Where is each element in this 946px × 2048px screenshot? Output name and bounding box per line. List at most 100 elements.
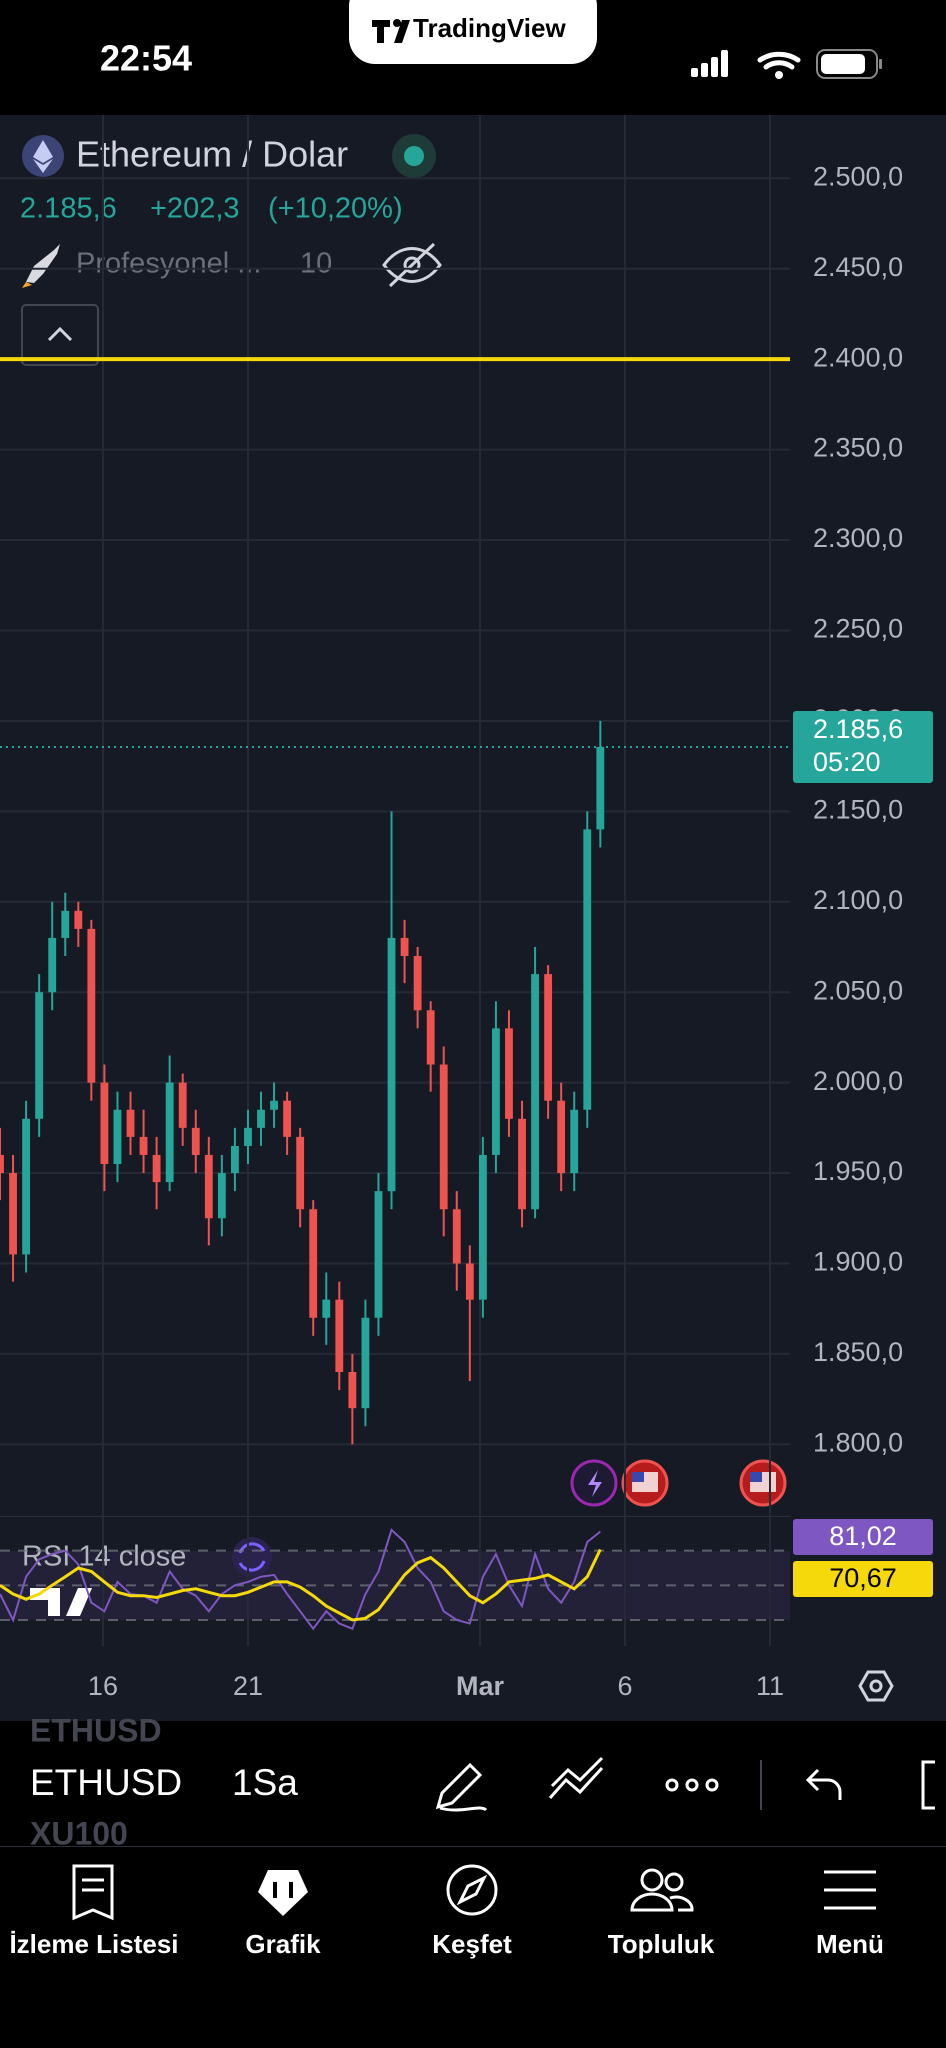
y-tick-label: 2.300,0 [813,523,903,553]
symbol-name[interactable]: Ethereum / Dolar [76,134,348,175]
rsi-value-label: 81,02 [829,1521,897,1551]
candle-body [492,1028,500,1155]
x-tick-label: 16 [88,1671,118,1701]
candle-body [583,829,592,1110]
rsi-title: RSI 14 close [22,1541,186,1573]
tab-icon [72,1864,114,1921]
candle-body [335,1299,344,1373]
y-tick-label: 2.250,0 [813,614,903,644]
more-button[interactable] [665,1778,719,1792]
hide-icon[interactable] [382,242,442,288]
x-tick-label: 11 [756,1671,784,1701]
y-tick-label: 2.450,0 [813,252,903,282]
candle-body [178,1082,187,1128]
rocket-flame [22,282,32,288]
candle-body [100,1082,109,1165]
market-status-dot [404,146,424,166]
lightning [588,1470,602,1497]
candle-body [113,1109,122,1165]
wifi-dot [775,71,783,79]
candle-body [596,746,605,830]
candle-body [126,1109,135,1137]
candle-body [426,1010,435,1065]
candle-body [439,1064,448,1210]
price-label-box [793,710,933,783]
candle-body [9,1173,17,1255]
tab-label[interactable]: Grafik [245,1929,321,1959]
pane-divider [0,1516,790,1517]
trend-tool[interactable] [548,1756,604,1799]
battery-icon [816,49,878,79]
x-tick-label: 6 [617,1671,632,1701]
settings-button[interactable] [858,1670,894,1702]
next-symbol[interactable]: XU100 [30,1815,128,1851]
rsi-line [0,1528,601,1631]
rsi-pane [0,1528,790,1631]
candle-body [74,910,83,929]
candle-body [152,1154,161,1183]
tab-icon-needle [456,1874,488,1906]
tab-label[interactable]: İzleme Listesi [9,1929,178,1959]
tab-icon [824,1870,876,1910]
candles [0,720,605,1445]
y-tick-label: 2.050,0 [813,975,903,1005]
candle-body [557,1100,566,1174]
symbol[interactable]: ETHUSD [30,1762,182,1803]
y-tick-label: 2.000,0 [813,1066,903,1096]
tab-icon-detail [273,1882,293,1898]
y-tick-label: 2.500,0 [813,161,903,191]
last-price: 2.185,6 [20,193,117,225]
candle-body [309,1209,318,1318]
collapse-button[interactable] [21,304,99,366]
candle-body [400,937,409,957]
candle-body [374,1191,383,1318]
battery-level [821,54,865,74]
chart-area [0,115,946,1721]
candle-body [296,1136,305,1210]
y-tick-label: 1.900,0 [813,1247,903,1277]
tab-icon [630,1868,694,1912]
brand-logo-dot [393,19,401,27]
interval[interactable]: 1Sa [232,1762,298,1803]
fullscreen-button[interactable] [921,1760,935,1810]
candle-body [217,1173,226,1219]
banner[interactable] [349,0,597,64]
wifi-icon [757,51,801,70]
tab-bar [0,1846,946,2048]
y-tick-label: 2.150,0 [813,794,903,824]
price-change-pct: (+10,20%) [268,193,403,225]
brand: TradingView [413,13,566,43]
candle-body [518,1118,526,1210]
candle-body [191,1127,200,1155]
undo-button[interactable] [805,1768,842,1800]
indicator-name[interactable]: Profesyonel ... [76,248,261,280]
candle-body [452,1209,461,1264]
clock: 22:54 [100,38,192,79]
candle-body [505,1028,513,1119]
candle-body [531,974,539,1210]
tab-label[interactable]: Menü [816,1929,884,1959]
rsi-value-box [793,1561,933,1597]
candle-body [139,1136,148,1155]
rsi-value-label: 70,67 [829,1563,897,1593]
candle-body [570,1109,579,1174]
prev-symbol[interactable]: ETHUSD [30,1712,162,1748]
candle-body [204,1154,213,1219]
draw-tool[interactable] [435,1762,488,1812]
eth-logo [33,140,53,173]
tab-label[interactable]: Keşfet [432,1929,512,1959]
rsi-value-box [793,1519,933,1555]
tab-label[interactable]: Topluluk [608,1929,715,1959]
candle-body [230,1145,239,1174]
candle-body [270,1100,278,1110]
candle-body [348,1372,357,1409]
candle-body [22,1118,31,1255]
candle-body [48,937,57,993]
candle-body [244,1127,252,1146]
y-tick-label: 2.100,0 [813,885,903,915]
y-tick-label: 1.950,0 [813,1156,903,1186]
rocket-icon [26,244,60,283]
candle-body [544,974,553,1101]
brand-logo [372,20,410,43]
